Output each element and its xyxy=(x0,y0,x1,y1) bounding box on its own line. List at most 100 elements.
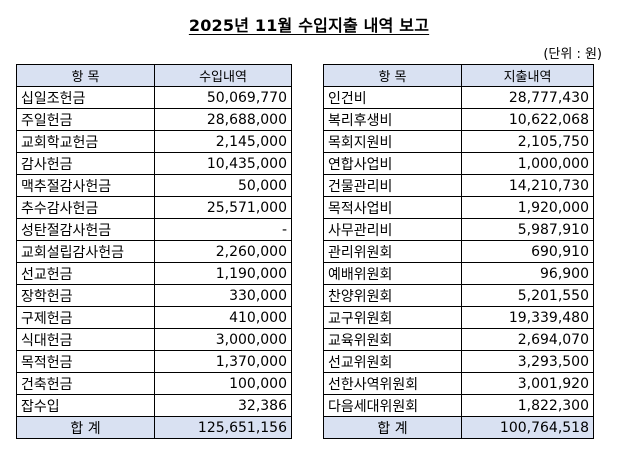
expense-item-amount: 5,201,550 xyxy=(461,284,594,307)
expense-item-name: 사무관리비 xyxy=(323,218,462,241)
income-item-amount: 10,435,000 xyxy=(154,152,292,175)
income-item-amount: 410,000 xyxy=(154,306,292,329)
income-row: 맥추절감사헌금 50,000 xyxy=(16,174,292,197)
expense-rows: 인건비 28,777,430 복리후생비 10,622,068 목회지원비 2,105,7… xyxy=(323,86,594,417)
expense-item-name: 선한사역위원회 xyxy=(323,372,462,395)
expense-item-amount: 96,900 xyxy=(461,262,594,285)
income-item-name: 십일조헌금 xyxy=(16,86,155,109)
expense-item-name: 목적사업비 xyxy=(323,196,462,219)
income-row: 건축헌금 100,000 xyxy=(16,372,292,395)
income-item-name: 잡수입 xyxy=(16,394,155,417)
expense-row: 인건비 28,777,430 xyxy=(323,86,594,109)
expense-total-amount: 100,764,518 xyxy=(461,416,594,439)
expense-item-name: 건물관리비 xyxy=(323,174,462,197)
income-row: 잡수입 32,386 xyxy=(16,394,292,417)
income-item-amount: 330,000 xyxy=(154,284,292,307)
expense-row: 예배위원회 96,900 xyxy=(323,262,594,285)
expense-table: 항 목 지출내역 인건비 28,777,430 복리후생비 10,622,068 목회지… xyxy=(323,64,594,439)
expense-item-amount: 10,622,068 xyxy=(461,108,594,131)
expense-row: 목적사업비 1,920,000 xyxy=(323,196,594,219)
expense-item-name: 예배위원회 xyxy=(323,262,462,285)
income-item-amount: 1,370,000 xyxy=(154,350,292,373)
income-row: 성탄절감사헌금 - xyxy=(16,218,292,241)
expense-item-name: 목회지원비 xyxy=(323,130,462,153)
income-item-name: 맥추절감사헌금 xyxy=(16,174,155,197)
income-item-amount: - xyxy=(154,218,292,241)
expense-item-name: 인건비 xyxy=(323,86,462,109)
income-total-label: 합 계 xyxy=(16,416,155,439)
expense-row: 다음세대위원회 1,822,300 xyxy=(323,394,594,417)
expense-item-name: 찬양위원회 xyxy=(323,284,462,307)
expense-item-name: 교육위원회 xyxy=(323,328,462,351)
expense-row: 목회지원비 2,105,750 xyxy=(323,130,594,153)
expense-item-amount: 14,210,730 xyxy=(461,174,594,197)
income-table: 항 목 수입내역 십일조헌금 50,069,770 주일헌금 28,688,000 교회… xyxy=(16,64,292,439)
expense-item-name: 다음세대위원회 xyxy=(323,394,462,417)
expense-row: 선한사역위원회 3,001,920 xyxy=(323,372,594,395)
expense-item-amount: 28,777,430 xyxy=(461,86,594,109)
expense-item-amount: 3,293,500 xyxy=(461,350,594,373)
income-row: 목적헌금 1,370,000 xyxy=(16,350,292,373)
income-item-amount: 100,000 xyxy=(154,372,292,395)
income-item-amount: 2,260,000 xyxy=(154,240,292,263)
income-row: 감사헌금 10,435,000 xyxy=(16,152,292,175)
income-item-name: 주일헌금 xyxy=(16,108,155,131)
income-total-amount: 125,651,156 xyxy=(154,416,292,439)
expense-total-label: 합 계 xyxy=(323,416,462,439)
income-item-name: 성탄절감사헌금 xyxy=(16,218,155,241)
income-item-amount: 50,000 xyxy=(154,174,292,197)
income-row: 추수감사헌금 25,571,000 xyxy=(16,196,292,219)
income-row: 교회학교헌금 2,145,000 xyxy=(16,130,292,153)
income-item-name: 구제헌금 xyxy=(16,306,155,329)
income-row: 교회설립감사헌금 2,260,000 xyxy=(16,240,292,263)
expense-item-name: 선교위원회 xyxy=(323,350,462,373)
expense-row: 사무관리비 5,987,910 xyxy=(323,218,594,241)
expense-item-amount: 2,694,070 xyxy=(461,328,594,351)
expense-total-row: 합 계 100,764,518 xyxy=(323,416,594,439)
income-rows: 십일조헌금 50,069,770 주일헌금 28,688,000 교회학교헌금 2,145… xyxy=(16,86,292,417)
income-row: 십일조헌금 50,069,770 xyxy=(16,86,292,109)
expense-item-name: 관리위원회 xyxy=(323,240,462,263)
expense-row: 관리위원회 690,910 xyxy=(323,240,594,263)
expense-row: 복리후생비 10,622,068 xyxy=(323,108,594,131)
expense-item-name: 복리후생비 xyxy=(323,108,462,131)
income-item-amount: 50,069,770 xyxy=(154,86,292,109)
expense-row: 교구위원회 19,339,480 xyxy=(323,306,594,329)
income-row: 주일헌금 28,688,000 xyxy=(16,108,292,131)
expense-header-item: 항 목 xyxy=(323,64,462,87)
income-row: 구제헌금 410,000 xyxy=(16,306,292,329)
income-item-name: 교회학교헌금 xyxy=(16,130,155,153)
unit-label: (단위 : 원) xyxy=(543,47,602,62)
income-header-row: 항 목 수입내역 xyxy=(16,64,292,87)
income-total-row: 합 계 125,651,156 xyxy=(16,416,292,439)
expense-item-amount: 2,105,750 xyxy=(461,130,594,153)
report-title: 2025년 11월 수입지출 내역 보고 xyxy=(0,12,618,36)
income-item-name: 장학헌금 xyxy=(16,284,155,307)
income-item-name: 추수감사헌금 xyxy=(16,196,155,219)
income-row: 식대헌금 3,000,000 xyxy=(16,328,292,351)
income-item-amount: 2,145,000 xyxy=(154,130,292,153)
income-header-item: 항 목 xyxy=(16,64,155,87)
income-item-name: 건축헌금 xyxy=(16,372,155,395)
income-item-amount: 1,190,000 xyxy=(154,262,292,285)
expense-item-amount: 5,987,910 xyxy=(461,218,594,241)
income-item-amount: 25,571,000 xyxy=(154,196,292,219)
income-item-amount: 28,688,000 xyxy=(154,108,292,131)
expense-item-amount: 1,822,300 xyxy=(461,394,594,417)
expense-item-amount: 1,920,000 xyxy=(461,196,594,219)
expense-item-amount: 3,001,920 xyxy=(461,372,594,395)
expense-row: 교육위원회 2,694,070 xyxy=(323,328,594,351)
expense-item-amount: 690,910 xyxy=(461,240,594,263)
expense-item-amount: 1,000,000 xyxy=(461,152,594,175)
income-item-name: 식대헌금 xyxy=(16,328,155,351)
expense-header-row: 항 목 지출내역 xyxy=(323,64,594,87)
expense-item-name: 교구위원회 xyxy=(323,306,462,329)
income-item-amount: 32,386 xyxy=(154,394,292,417)
expense-item-amount: 19,339,480 xyxy=(461,306,594,329)
income-item-name: 감사헌금 xyxy=(16,152,155,175)
income-item-amount: 3,000,000 xyxy=(154,328,292,351)
income-item-name: 선교헌금 xyxy=(16,262,155,285)
expense-item-name: 연합사업비 xyxy=(323,152,462,175)
report-title-text: 2025년 11월 수입지출 내역 보고 xyxy=(188,16,430,35)
income-row: 선교헌금 1,190,000 xyxy=(16,262,292,285)
